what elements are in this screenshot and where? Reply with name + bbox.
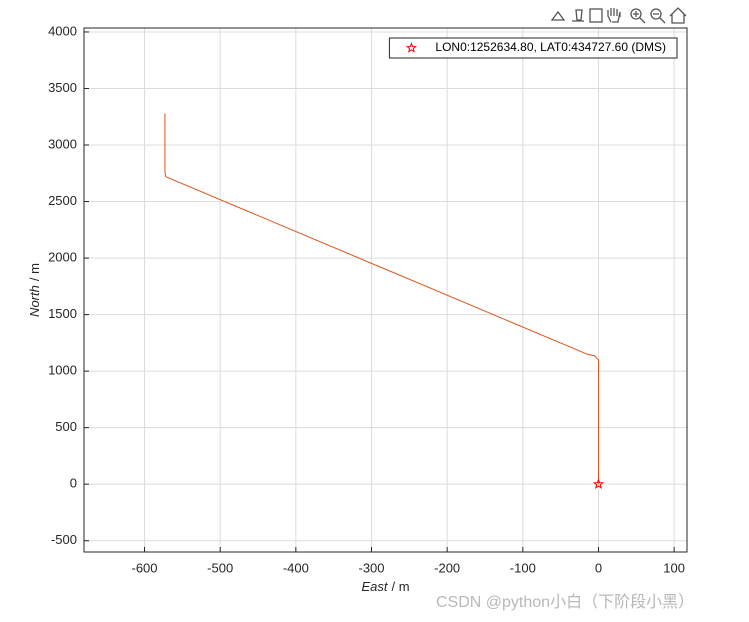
y-tick-label: 2500 [48,193,77,208]
y-tick-label: 3500 [48,80,77,95]
x-tick-label: -200 [434,560,460,575]
legend-marker [405,42,418,53]
x-tick-label: -500 [207,560,233,575]
y-axis-label-name: North [27,285,42,317]
y-tick-label: -500 [51,532,77,547]
y-axis-label: North / m [27,263,42,317]
toolbar-icon[interactable] [630,8,642,20]
toolbar-icon[interactable] [607,8,621,23]
x-tick-label: -100 [510,560,536,575]
x-tick-label: 0 [595,560,602,575]
toolbar-icon[interactable] [650,8,662,20]
toolbar-icon[interactable] [550,10,566,21]
y-tick-label: 3000 [48,136,77,151]
watermark: CSDN @python小白（下阶段小黑） [436,593,694,611]
x-tick-label: -600 [132,560,158,575]
legend: LON0:1252634.80, LAT0:434727.60 (DMS) [388,37,678,59]
x-tick-label: -400 [283,560,309,575]
line [164,113,599,485]
y-tick-label: 2000 [48,250,77,265]
x-axis-label: East / m [361,579,409,594]
toolbar-icon[interactable] [653,13,666,24]
y-tick-label: 0 [70,476,77,491]
toolbar-icon[interactable] [669,7,687,24]
y-tick-label: 4000 [48,23,77,38]
marker [592,478,605,489]
axes-box [83,27,688,553]
y-axis-label-unit: / m [27,263,42,281]
y-tick-label: 1500 [48,306,77,321]
x-axis-label-unit: / m [391,579,409,594]
x-axis-label-name: East [361,579,388,594]
toolbar-icon[interactable] [589,8,603,23]
x-tick-label: -300 [358,560,384,575]
plot-area [84,28,687,552]
toolbar [550,7,687,24]
y-tick-label: 500 [55,419,77,434]
x-tick-label: 100 [663,560,685,575]
toolbar-icon[interactable] [633,11,646,24]
toolbar-icon[interactable] [572,9,584,22]
legend-label: LON0:1252634.80, LAT0:434727.60 (DMS) [435,40,666,54]
legend-box [388,37,678,59]
y-tick-label: 1000 [48,363,77,378]
